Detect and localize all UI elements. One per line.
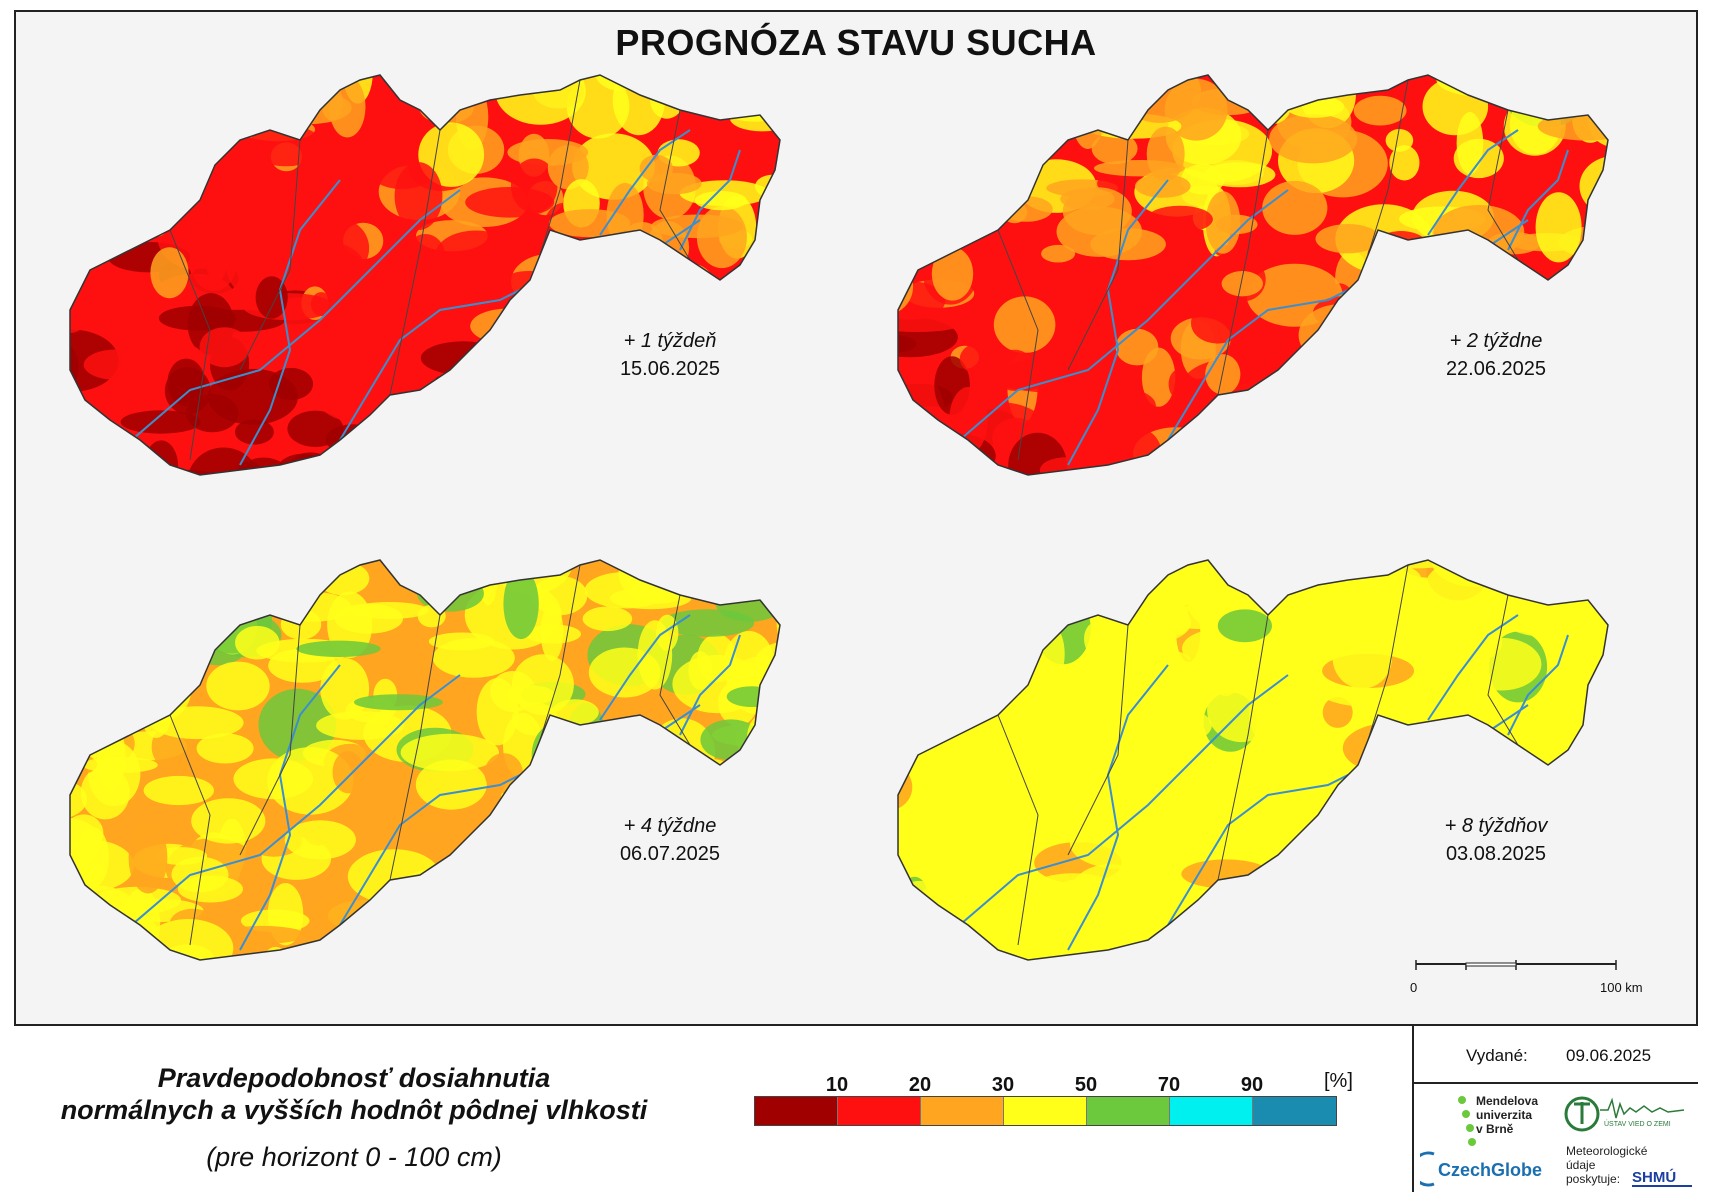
scale-zero-label: 0 [1410,980,1418,995]
czechglobe-logo-icon: CzechGlobe [1420,1151,1542,1187]
legend-color-bar [754,1096,1337,1126]
legend-tick: 70 [1157,1074,1181,1096]
map-lead-label: + 1 týždeň [623,330,717,352]
meteo-credit-line: poskytuje: [1566,1172,1621,1186]
legend-title: Pravdepodobnosť dosiahnutia normálnych a… [34,1062,674,1126]
meteo-credit-text: Meteorologické údaje poskytuje: [1566,1144,1647,1186]
meteo-credit-line: Meteorologické [1566,1144,1648,1158]
drought-map [897,74,1609,476]
drought-map [69,74,781,476]
map-lead-label: + 8 týždňov [1444,815,1548,837]
uvz-logo-text: ÚSTAV VIED O ZEMI [1604,1119,1671,1128]
mendel-logo-line: Mendelova [1476,1094,1539,1108]
scale-end-label: 100 km [1600,980,1643,995]
legend-title-line2: normálnych a vyšších hodnôt pôdnej vlhko… [60,1095,648,1125]
scale-bar-graphic [1415,960,1617,970]
legend-tick: 50 [1074,1074,1098,1096]
issued-date: 09.06.2025 [1566,1046,1652,1065]
legend-unit: [%] [1324,1070,1353,1092]
legend-color-bin [1087,1097,1170,1125]
legend-subtitle: (pre horizont 0 - 100 cm) [206,1142,502,1172]
issued-row: Vydané: 09.06.2025 [1414,1026,1698,1084]
legend-title-line1: Pravdepodobnosť dosiahnutia [157,1063,551,1093]
legend-tick: 90 [1240,1074,1264,1096]
mendel-logo-text: Mendelova univerzita v Brně [1476,1094,1538,1136]
mendel-logo-line: univerzita [1476,1108,1533,1122]
czechglobe-logo-text: CzechGlobe [1438,1160,1542,1180]
map-panel-week-4 [40,555,840,1025]
map-panel-week-1 [40,70,840,540]
map-date-label: 06.07.2025 [619,843,721,865]
legend-color-bin [838,1097,921,1125]
legend-tick: 20 [908,1074,932,1096]
legend-footer: Pravdepodobnosť dosiahnutia normálnych a… [14,1024,1698,1192]
legend-color-bin [1253,1097,1336,1125]
legend-color-bin [1170,1097,1253,1125]
legend-tick: 10 [825,1074,849,1096]
map-date-label: 15.06.2025 [619,358,721,380]
map-lead-label: + 2 týždne [1449,330,1543,352]
legend-tick: 30 [991,1074,1015,1096]
page-title: PROGNÓZA STAVU SUCHA [615,22,1097,63]
drought-map [897,559,1609,961]
legend-color-bin [1004,1097,1087,1125]
mendel-logo-icon [1458,1096,1476,1146]
meteo-credit-line: údaje [1566,1158,1596,1172]
mendel-logo-line: v Brně [1476,1122,1514,1136]
map-date-label: 03.08.2025 [1445,843,1547,865]
map-date-label: 22.06.2025 [1445,358,1547,380]
map-panel-week-8 [868,555,1668,1025]
shmu-logo-text: SHMÚ [1632,1168,1676,1186]
legend-ticks: 10 20 30 50 70 90 [754,1074,1354,1100]
shmu-logo-icon: SHMÚ [1632,1168,1692,1187]
legend-color-bin [921,1097,1004,1125]
uvz-logo-icon: ÚSTAV VIED O ZEMI [1564,1096,1685,1132]
map-panel-week-2 [868,70,1668,540]
legend-color-bin [755,1097,838,1125]
scale-bar: 0 100 km [1410,960,1643,1000]
issued-box: Vydané: 09.06.2025 Mendelova univerzita … [1412,1026,1698,1192]
issued-label: Vydané: [1466,1046,1528,1065]
drought-map [69,559,781,961]
map-lead-label: + 4 týždne [623,815,717,837]
